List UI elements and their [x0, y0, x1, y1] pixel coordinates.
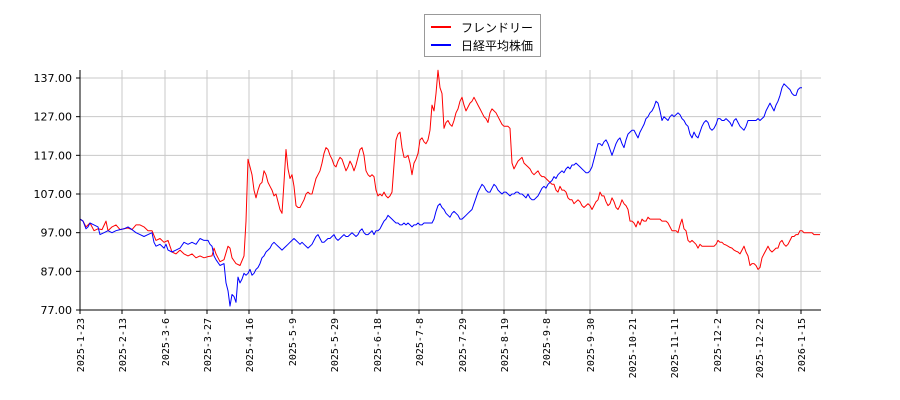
x-tick-label: 2025-4-16: [245, 318, 256, 372]
legend-item-friendly: フレンドリー: [431, 19, 533, 35]
y-tick-label: 117.00: [34, 149, 73, 162]
axes: [79, 70, 821, 311]
x-tick-label: 2025-3-6: [161, 318, 172, 366]
red-line-swatch-icon: [431, 26, 451, 28]
x-tick-label: 2025-5-9: [288, 318, 299, 366]
x-tick-label: 2025-12-2: [713, 318, 724, 372]
legend-item-nikkei: 日経平均株価: [431, 37, 533, 53]
x-axis-ticks: 2025-1-23 2025-2-13 2025-3-6 2025-3-27 2025-…: [76, 310, 808, 378]
y-tick-label: 107.00: [34, 188, 73, 201]
x-tick-label: 2025-10-21: [628, 318, 639, 378]
chart-series: [79, 69, 820, 307]
y-tick-label: 127.00: [34, 111, 73, 124]
x-tick-label: 2025-9-8: [542, 318, 553, 366]
x-tick-label: 2025-5-29: [330, 318, 341, 372]
blue-line-swatch-icon: [431, 44, 451, 46]
x-tick-label: 2025-1-23: [76, 318, 87, 372]
legend: フレンドリー 日経平均株価: [424, 14, 541, 57]
legend-label: 日経平均株価: [461, 38, 534, 53]
x-tick-label: 2025-9-30: [586, 318, 597, 372]
x-tick-label: 2025-6-18: [373, 318, 384, 372]
y-tick-label: 137.00: [34, 72, 73, 85]
x-tick-label: 2025-3-27: [203, 318, 214, 372]
x-tick-label: 2025-11-11: [670, 318, 681, 378]
y-axis-ticks: 137.00 127.00 117.00 107.00 97.00 87.00 77.00: [34, 72, 80, 317]
x-tick-label: 2025-2-13: [118, 318, 129, 372]
y-tick-label: 77.00: [41, 304, 73, 317]
series-line: [79, 69, 820, 270]
y-tick-label: 97.00: [41, 227, 73, 240]
x-tick-label: 2025-7-8: [415, 318, 426, 366]
x-tick-label: 2025-7-29: [458, 318, 469, 372]
series-line: [79, 83, 802, 307]
grid-lines: [80, 70, 821, 310]
x-tick-label: 2026-1-15: [797, 318, 808, 372]
x-tick-label: 2025-8-19: [500, 318, 511, 372]
y-tick-label: 87.00: [41, 265, 73, 278]
x-tick-label: 2025-12-22: [755, 318, 766, 378]
legend-label: フレンドリー: [461, 20, 534, 35]
